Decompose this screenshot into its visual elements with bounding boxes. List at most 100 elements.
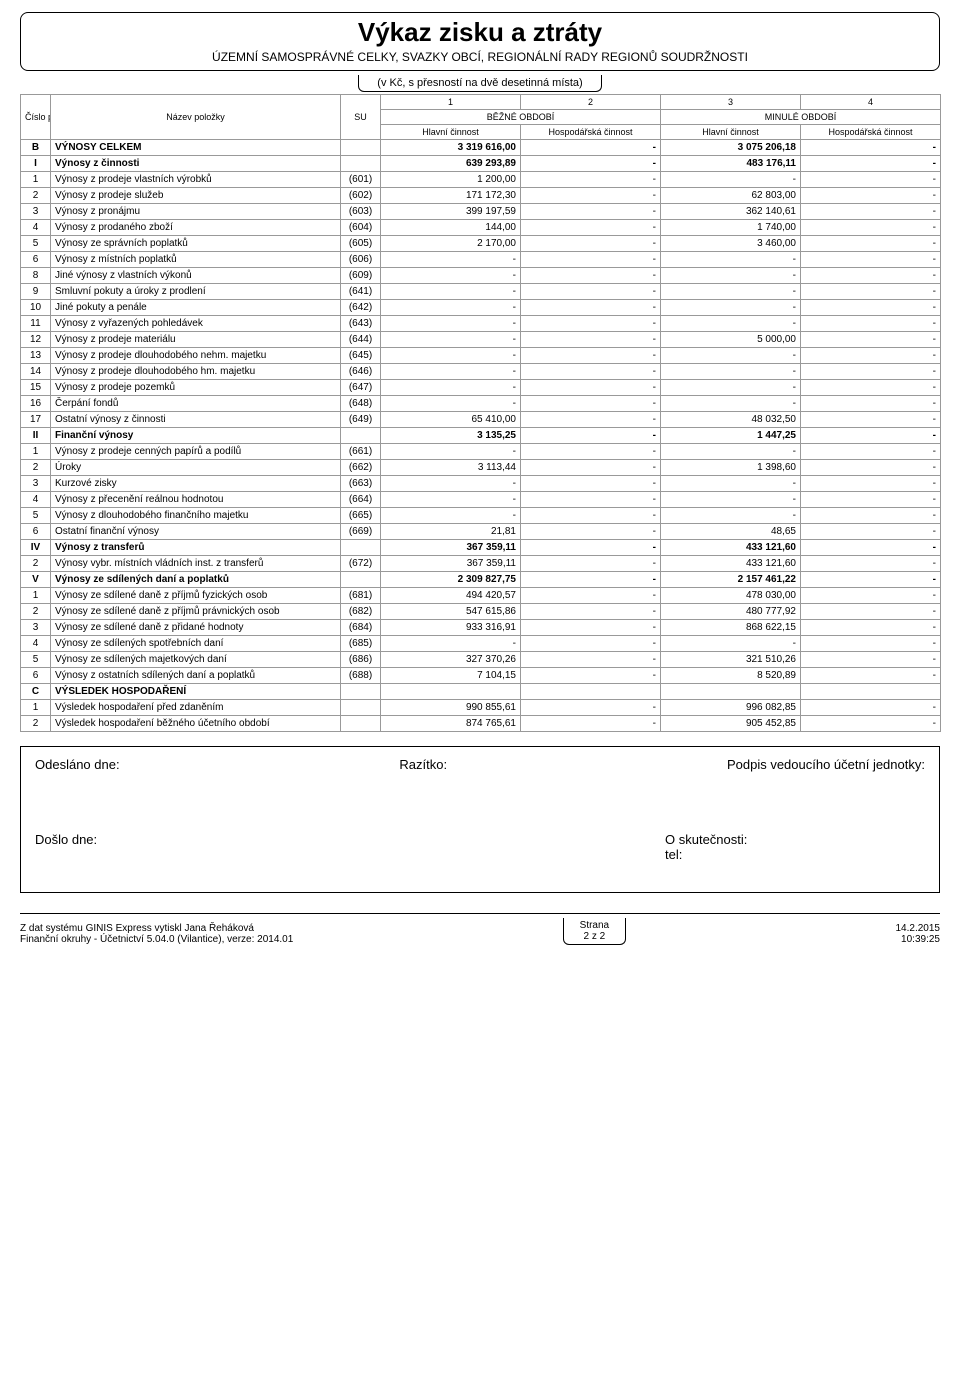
table-cell: Výnosy z prodeje vlastních výrobků: [51, 172, 341, 188]
header-main-act-1: Hlavní činnost: [381, 125, 521, 140]
table-cell: 10: [21, 300, 51, 316]
table-cell: (688): [341, 668, 381, 684]
table-cell: -: [381, 492, 521, 508]
table-cell: -: [521, 652, 661, 668]
table-cell: -: [801, 220, 941, 236]
table-cell: -: [381, 252, 521, 268]
table-cell: 8: [21, 268, 51, 284]
table-row: 2Výnosy vybr. místních vládních inst. z …: [21, 556, 941, 572]
table-cell: -: [521, 476, 661, 492]
precision-note: (v Kč, s přesností na dvě desetinná míst…: [358, 75, 601, 92]
table-cell: -: [661, 476, 801, 492]
table-cell: Výnosy z prodeje cenných papírů a podílů: [51, 444, 341, 460]
table-cell: 3: [21, 204, 51, 220]
table-row: 15Výnosy z prodeje pozemků(647)----: [21, 380, 941, 396]
table-cell: Výnosy z prodeje dlouhodobého hm. majetk…: [51, 364, 341, 380]
table-cell: -: [381, 316, 521, 332]
table-cell: -: [521, 412, 661, 428]
table-cell: 4: [21, 636, 51, 652]
table-cell: Výnosy z dlouhodobého finančního majetku: [51, 508, 341, 524]
table-cell: B: [21, 140, 51, 156]
report-table: Číslo pol. Název položky SU 1 2 3 4 BĚŽN…: [20, 94, 941, 732]
table-cell: -: [521, 220, 661, 236]
table-cell: 3 113,44: [381, 460, 521, 476]
table-cell: -: [801, 140, 941, 156]
table-cell: -: [521, 492, 661, 508]
table-cell: 1 447,25: [661, 428, 801, 444]
table-cell: -: [521, 668, 661, 684]
table-row: BVÝNOSY CELKEM3 319 616,00-3 075 206,18-: [21, 140, 941, 156]
table-cell: Kurzové zisky: [51, 476, 341, 492]
table-cell: -: [661, 396, 801, 412]
table-cell: Výnosy z transferů: [51, 540, 341, 556]
table-cell: 48,65: [661, 524, 801, 540]
table-cell: (665): [341, 508, 381, 524]
table-cell: -: [801, 284, 941, 300]
table-cell: 62 803,00: [661, 188, 801, 204]
sig-sent: Odesláno dne:: [35, 757, 120, 772]
table-cell: -: [661, 508, 801, 524]
table-cell: (672): [341, 556, 381, 572]
table-cell: -: [801, 348, 941, 364]
table-cell: 3 135,25: [381, 428, 521, 444]
table-cell: II: [21, 428, 51, 444]
table-cell: -: [521, 204, 661, 220]
table-cell: -: [661, 380, 801, 396]
table-cell: (682): [341, 604, 381, 620]
table-row: IVýnosy z činnosti639 293,89-483 176,11-: [21, 156, 941, 172]
table-cell: 2: [21, 556, 51, 572]
table-cell: -: [801, 396, 941, 412]
table-cell: 5: [21, 652, 51, 668]
table-cell: 48 032,50: [661, 412, 801, 428]
table-cell: -: [381, 364, 521, 380]
table-cell: Výnosy z prodeje služeb: [51, 188, 341, 204]
table-cell: 6: [21, 252, 51, 268]
table-cell: Smluvní pokuty a úroky z prodlení: [51, 284, 341, 300]
table-cell: -: [801, 380, 941, 396]
header-num-4: 4: [801, 95, 941, 110]
table-cell: 874 765,61: [381, 716, 521, 732]
table-cell: 12: [21, 332, 51, 348]
table-cell: -: [381, 396, 521, 412]
table-cell: -: [521, 572, 661, 588]
table-cell: -: [521, 188, 661, 204]
table-cell: Jiné výnosy z vlastních výkonů: [51, 268, 341, 284]
table-cell: (606): [341, 252, 381, 268]
table-cell: Výnosy z prodeje dlouhodobého nehm. maje…: [51, 348, 341, 364]
table-cell: (648): [341, 396, 381, 412]
table-cell: -: [521, 716, 661, 732]
table-cell: -: [381, 380, 521, 396]
table-cell: (645): [341, 348, 381, 364]
page-title: Výkaz zisku a ztráty: [21, 17, 939, 48]
table-row: IIFinanční výnosy3 135,25-1 447,25-: [21, 428, 941, 444]
table-cell: -: [801, 364, 941, 380]
header-num-3: 3: [661, 95, 801, 110]
table-cell: -: [521, 636, 661, 652]
footer-right-2: 10:39:25: [895, 934, 940, 945]
table-cell: -: [521, 460, 661, 476]
table-cell: 362 140,61: [661, 204, 801, 220]
table-cell: 2: [21, 460, 51, 476]
table-cell: -: [521, 284, 661, 300]
table-cell: -: [801, 188, 941, 204]
table-cell: Výnosy z prodeje pozemků: [51, 380, 341, 396]
table-cell: 11: [21, 316, 51, 332]
table-cell: 3: [21, 620, 51, 636]
table-cell: [341, 716, 381, 732]
table-cell: 1: [21, 588, 51, 604]
table-cell: 433 121,60: [661, 540, 801, 556]
page-footer: Z dat systému GINIS Express vytiskl Jana…: [20, 913, 940, 945]
table-cell: 17: [21, 412, 51, 428]
table-row: 11Výnosy z vyřazených pohledávek(643)---…: [21, 316, 941, 332]
table-cell: (643): [341, 316, 381, 332]
table-cell: Výnosy z vyřazených pohledávek: [51, 316, 341, 332]
table-cell: I: [21, 156, 51, 172]
table-cell: Ostatní finanční výnosy: [51, 524, 341, 540]
table-row: 2Výnosy z prodeje služeb(602)171 172,30-…: [21, 188, 941, 204]
table-cell: Čerpání fondů: [51, 396, 341, 412]
table-cell: [661, 684, 801, 700]
table-cell: 3 075 206,18: [661, 140, 801, 156]
table-cell: -: [801, 460, 941, 476]
table-cell: -: [521, 332, 661, 348]
table-cell: 5 000,00: [661, 332, 801, 348]
